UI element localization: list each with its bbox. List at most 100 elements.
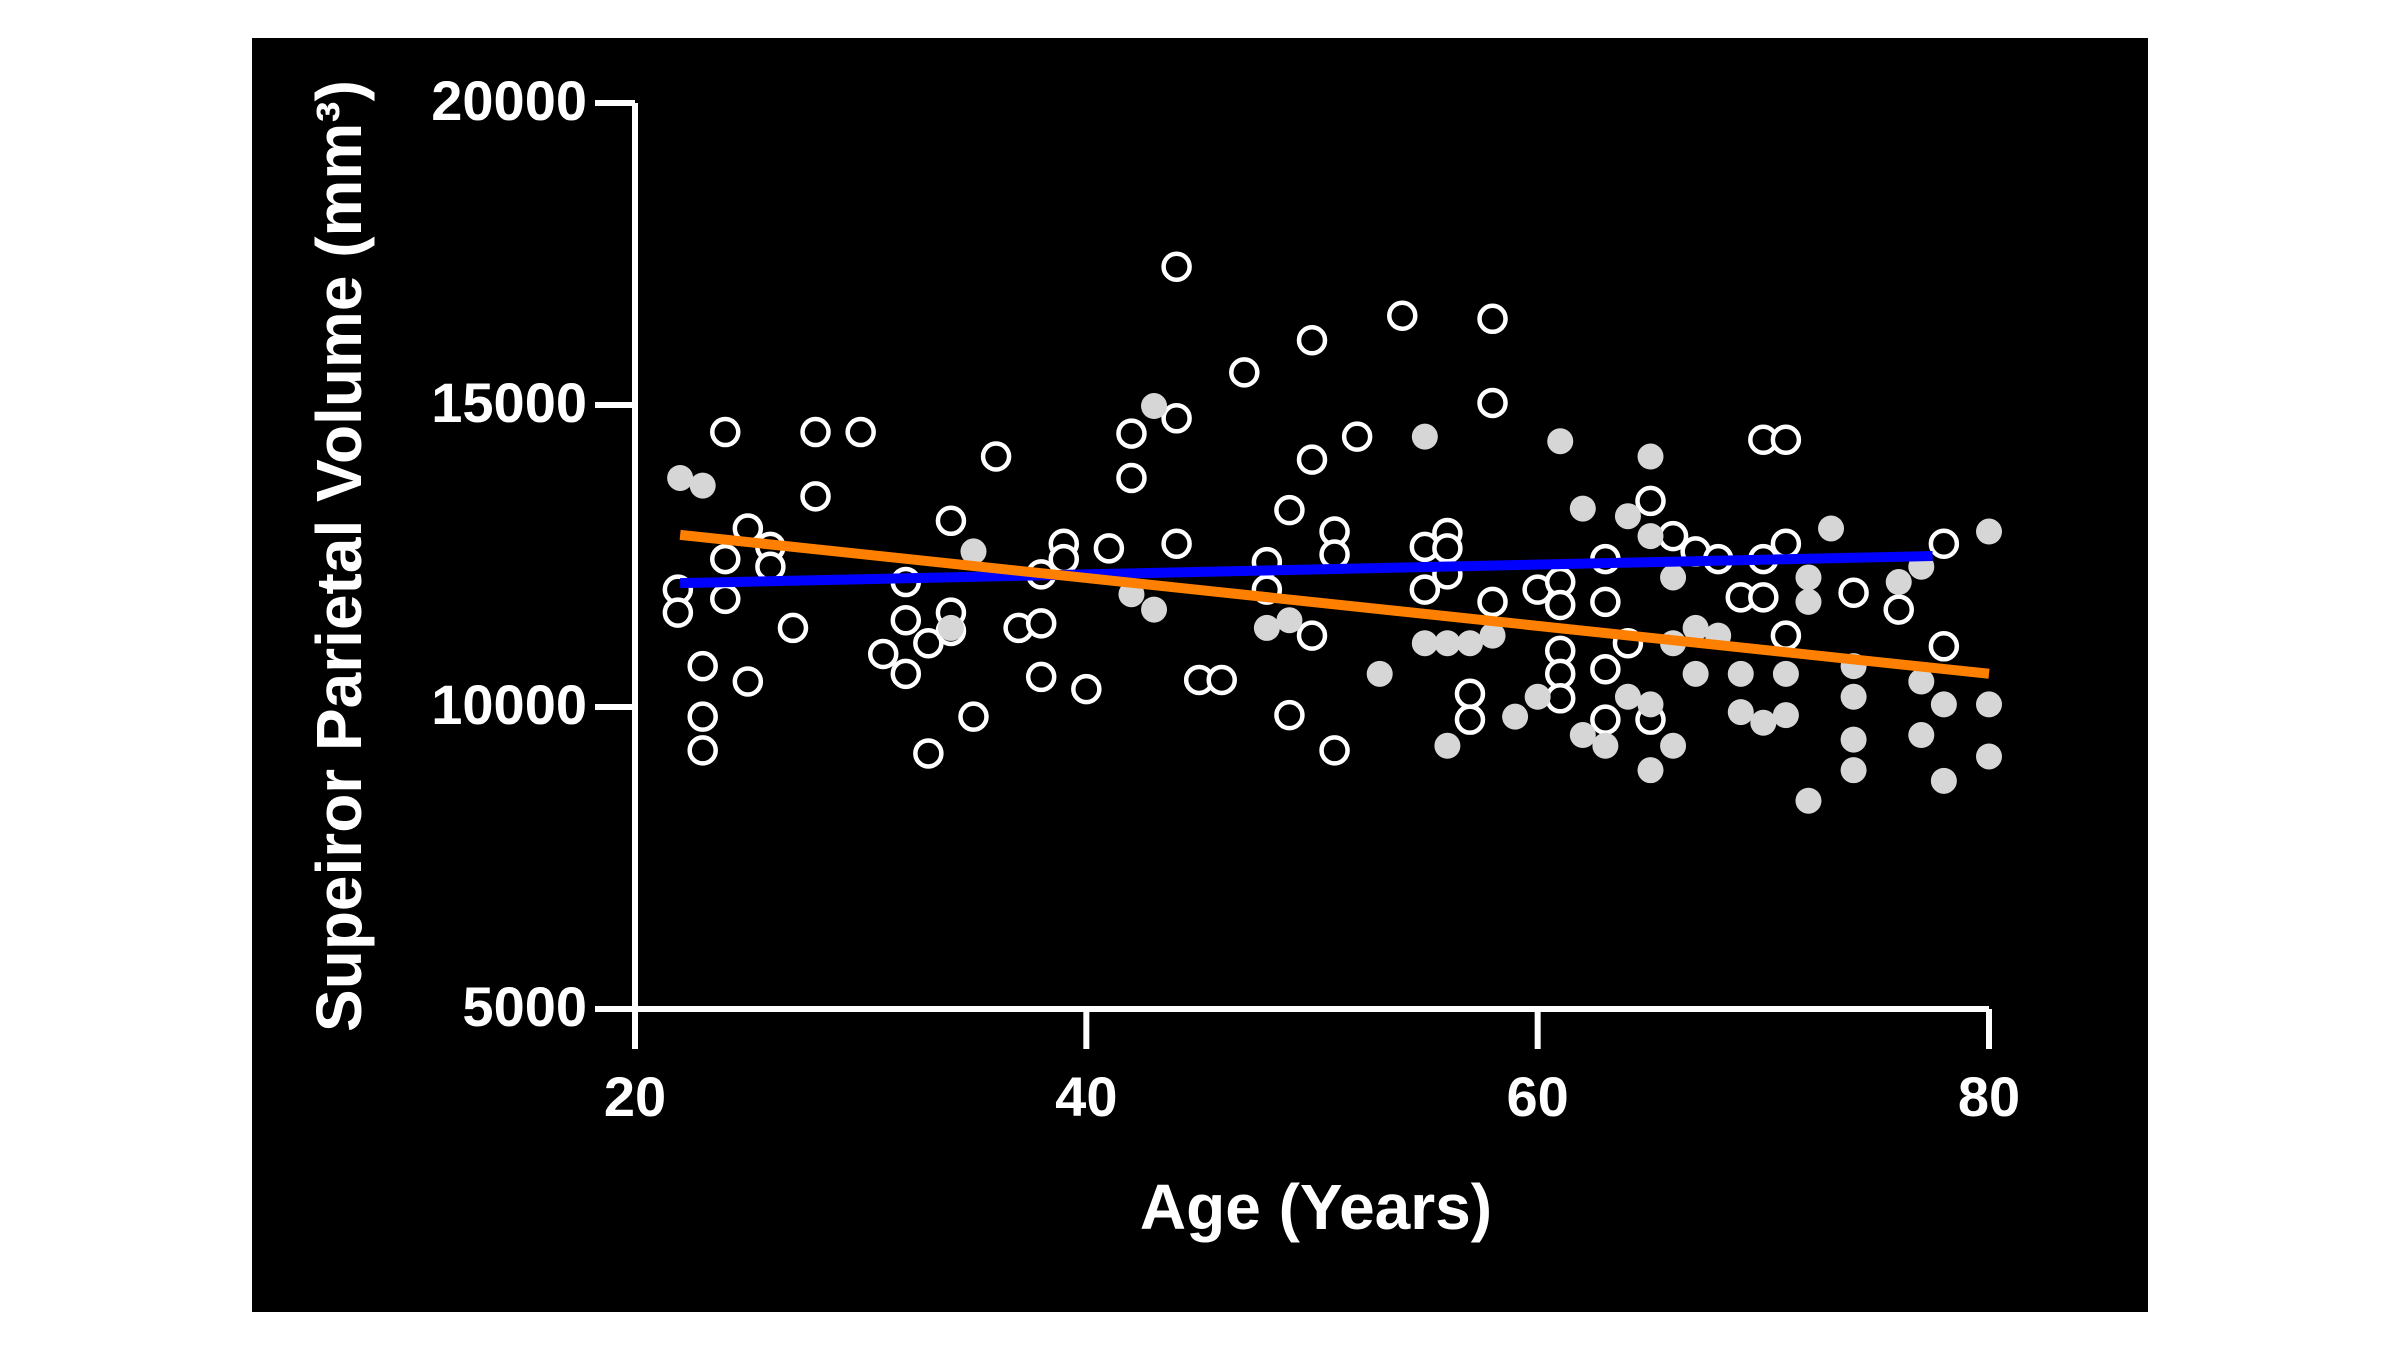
data-point bbox=[958, 701, 989, 732]
data-point bbox=[1772, 660, 1799, 687]
data-point bbox=[1883, 594, 1914, 625]
data-point bbox=[1544, 683, 1576, 714]
x-axis-title: Age (Years) bbox=[1140, 1171, 1492, 1243]
data-point bbox=[1795, 787, 1822, 814]
data-point bbox=[1296, 620, 1328, 651]
data-point bbox=[1116, 418, 1147, 449]
data-point bbox=[1976, 518, 2002, 545]
data-point bbox=[960, 538, 987, 565]
data-point bbox=[777, 612, 809, 644]
data-point bbox=[935, 505, 967, 537]
data-point bbox=[1928, 528, 1960, 559]
data-point bbox=[1411, 423, 1438, 450]
data-point bbox=[1456, 630, 1483, 657]
data-point bbox=[1795, 564, 1822, 591]
data-point bbox=[1592, 732, 1619, 759]
data-point bbox=[755, 551, 786, 582]
data-point bbox=[1727, 660, 1754, 687]
data-point bbox=[1477, 586, 1508, 618]
data-point bbox=[662, 597, 694, 628]
data-point bbox=[1253, 614, 1280, 641]
data-point bbox=[1637, 523, 1664, 550]
data-point bbox=[1660, 732, 1687, 759]
data-point bbox=[1025, 608, 1057, 639]
data-point bbox=[1569, 722, 1596, 749]
data-point bbox=[710, 416, 741, 448]
data-point bbox=[710, 583, 741, 615]
data-point bbox=[1411, 630, 1438, 657]
data-point bbox=[1161, 528, 1192, 559]
data-point bbox=[1502, 703, 1529, 730]
data-point bbox=[1727, 699, 1754, 726]
data-point bbox=[667, 464, 694, 491]
x-tick-label: 80 bbox=[1958, 1065, 2020, 1128]
data-point bbox=[1141, 393, 1168, 420]
data-point bbox=[913, 627, 944, 659]
data-point bbox=[1524, 683, 1551, 710]
data-point bbox=[1366, 660, 1393, 687]
y-tick-label: 20000 bbox=[431, 69, 587, 132]
data-point bbox=[1930, 767, 1957, 794]
data-point bbox=[1748, 582, 1779, 613]
data-point bbox=[1908, 668, 1935, 695]
data-point bbox=[1840, 726, 1867, 753]
data-point bbox=[845, 416, 876, 448]
data-point bbox=[1750, 709, 1777, 736]
data-point bbox=[1637, 691, 1664, 718]
x-tick-label: 20 bbox=[604, 1065, 666, 1128]
data-point bbox=[1840, 683, 1867, 710]
data-point bbox=[1590, 704, 1621, 735]
data-point bbox=[1569, 495, 1596, 522]
data-point bbox=[732, 666, 764, 697]
data-point bbox=[1635, 485, 1666, 517]
regression-line bbox=[680, 551, 1933, 589]
y-tick-label: 10000 bbox=[431, 673, 587, 736]
data-point bbox=[1590, 654, 1621, 685]
data-point bbox=[1477, 387, 1508, 419]
data-point bbox=[1976, 743, 2002, 770]
data-point bbox=[1637, 757, 1664, 784]
data-point bbox=[913, 738, 944, 769]
data-point bbox=[1544, 589, 1576, 621]
y-axis-title: Supeiror Parietal Volume (mm³) bbox=[303, 80, 375, 1032]
data-point bbox=[1141, 596, 1168, 623]
data-point bbox=[1387, 300, 1418, 331]
data-point bbox=[1930, 691, 1957, 718]
data-point bbox=[1770, 528, 1802, 559]
data-point bbox=[687, 735, 718, 766]
x-tick-label: 40 bbox=[1055, 1065, 1117, 1128]
data-point bbox=[1660, 564, 1687, 591]
data-point bbox=[890, 658, 922, 690]
data-point bbox=[1161, 403, 1192, 434]
data-point bbox=[1319, 735, 1350, 766]
data-point bbox=[890, 605, 922, 636]
data-point bbox=[1682, 614, 1709, 641]
data-point bbox=[1840, 757, 1867, 784]
data-point bbox=[1071, 673, 1102, 705]
data-point bbox=[1296, 444, 1328, 475]
data-point bbox=[1976, 691, 2002, 718]
data-point bbox=[1885, 569, 1912, 596]
data-point bbox=[1093, 533, 1125, 564]
data-point bbox=[710, 543, 741, 575]
data-point bbox=[1229, 357, 1260, 388]
data-point bbox=[687, 701, 718, 732]
data-point bbox=[1025, 661, 1057, 693]
data-point bbox=[937, 614, 964, 641]
data-point bbox=[689, 472, 716, 499]
data-point bbox=[1838, 577, 1869, 608]
data-point bbox=[800, 416, 831, 448]
data-point bbox=[1477, 303, 1508, 335]
data-point bbox=[1544, 658, 1576, 690]
data-point bbox=[1637, 443, 1664, 470]
data-point bbox=[1928, 631, 1960, 662]
data-point bbox=[1409, 574, 1441, 605]
data-point bbox=[687, 650, 718, 682]
data-point bbox=[1319, 539, 1350, 570]
data-point bbox=[1479, 622, 1506, 649]
data-point bbox=[1614, 683, 1641, 710]
data-point bbox=[1274, 699, 1305, 731]
data-point bbox=[980, 441, 1012, 472]
